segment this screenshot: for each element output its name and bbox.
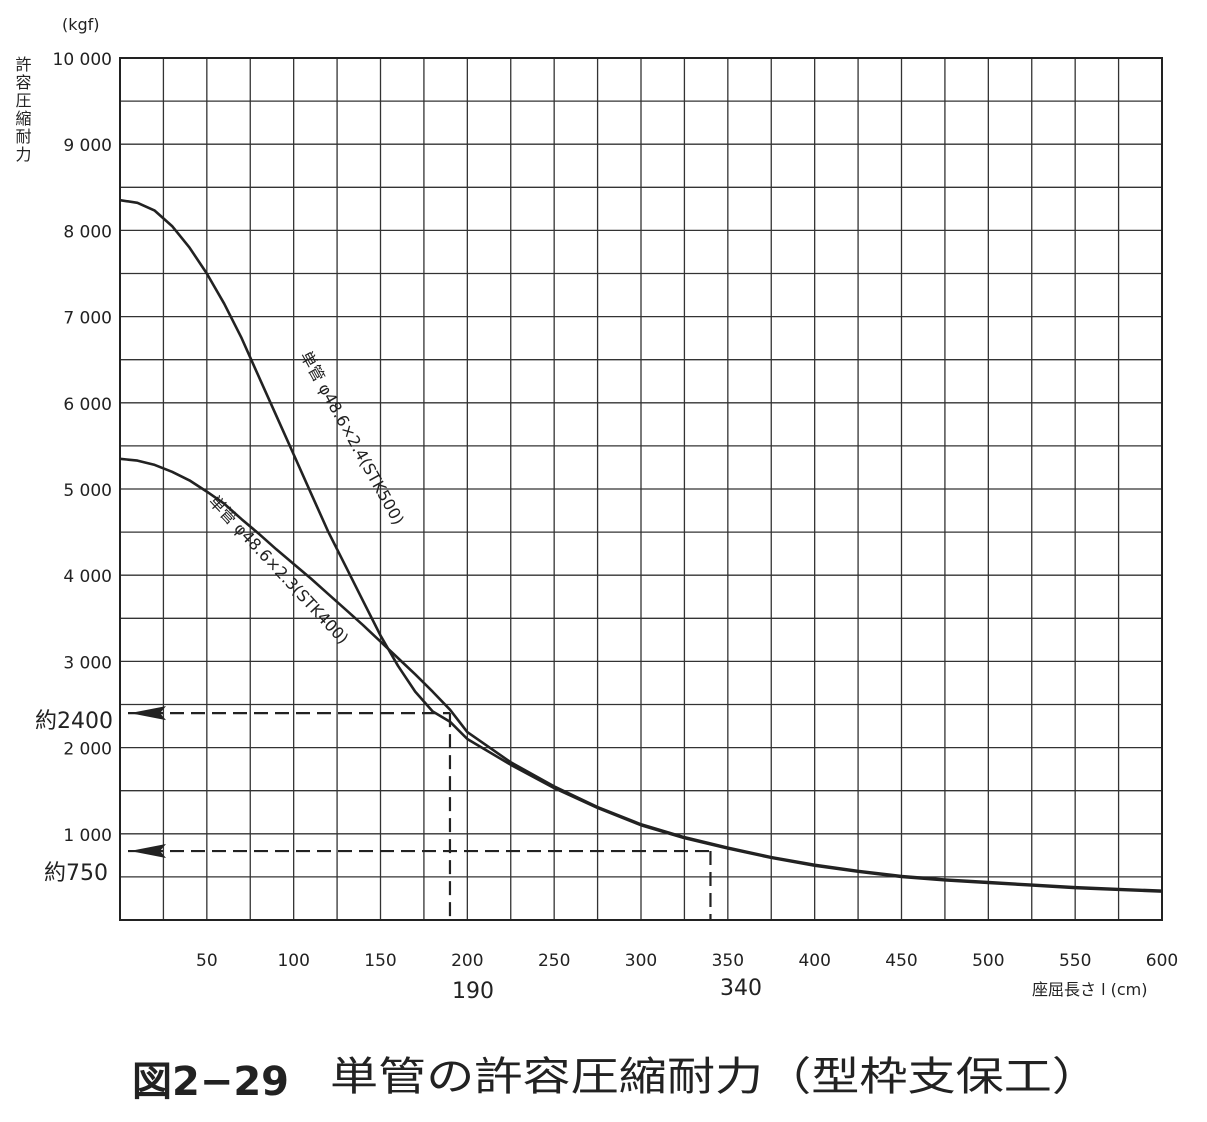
y-tick-label: 5 000 xyxy=(63,481,112,501)
y-tick-label: 7 000 xyxy=(63,309,112,329)
x-tick-label: 200 xyxy=(451,951,483,971)
x-tick-label: 400 xyxy=(798,951,830,971)
x-tick-label: 150 xyxy=(364,951,396,971)
x-tick-label: 450 xyxy=(885,951,917,971)
guide-arrow-1 xyxy=(130,706,166,721)
x-tick-label: 300 xyxy=(625,951,657,971)
x-tick-label: 350 xyxy=(712,951,744,971)
y-tick-label: 10 000 xyxy=(53,50,112,70)
plot-border xyxy=(119,57,1163,921)
y-tick-label: 1 000 xyxy=(63,826,112,846)
x-tick-label: 50 xyxy=(196,951,218,971)
figure-number: 図2−29 xyxy=(132,1059,289,1105)
guide-arrow-2 xyxy=(130,844,166,859)
annotation-x-1: 190 xyxy=(452,979,494,1004)
y-tick-label: 8 000 xyxy=(63,222,112,242)
x-axis-label: 座屈長さ l (cm) xyxy=(1032,980,1148,999)
series-label-2: 単管 φ48.6×2.3(STK400) xyxy=(205,492,352,648)
y-tick-label: 6 000 xyxy=(63,395,112,415)
y-tick-label: 2 000 xyxy=(63,740,112,760)
y-tick-label: 4 000 xyxy=(63,567,112,587)
annotation-value-1: 約2400 xyxy=(35,709,113,734)
y-tick-label: 9 000 xyxy=(63,136,112,156)
x-tick-label: 100 xyxy=(277,951,309,971)
x-tick-label: 550 xyxy=(1059,951,1091,971)
series-line-2 xyxy=(119,457,1163,892)
x-tick-labels: 50 100 150 200 250 300 350 400 450 500 550 600 xyxy=(196,951,1178,971)
y-tick-labels: 1 000 2 000 3 000 4 000 5 000 6 000 7 000 8 000… xyxy=(53,50,112,846)
figure-caption: 単管の許容圧縮耐力（型枠支保工） xyxy=(330,1054,1100,1100)
x-tick-label: 600 xyxy=(1146,951,1178,971)
x-tick-label: 500 xyxy=(972,951,1004,971)
y-unit: (kgf) xyxy=(62,15,100,34)
y-axis-label: 許容圧縮耐力 xyxy=(13,56,32,164)
plot-frame xyxy=(119,57,1163,921)
y-tick-label: 3 000 xyxy=(63,653,112,673)
annotation-x-2: 340 xyxy=(720,976,762,1001)
annotation-value-2: 約750 xyxy=(44,861,108,886)
grid xyxy=(119,57,1163,921)
guide-lines: 約2400 190 約750 340 xyxy=(35,706,762,1004)
x-tick-label: 250 xyxy=(538,951,570,971)
